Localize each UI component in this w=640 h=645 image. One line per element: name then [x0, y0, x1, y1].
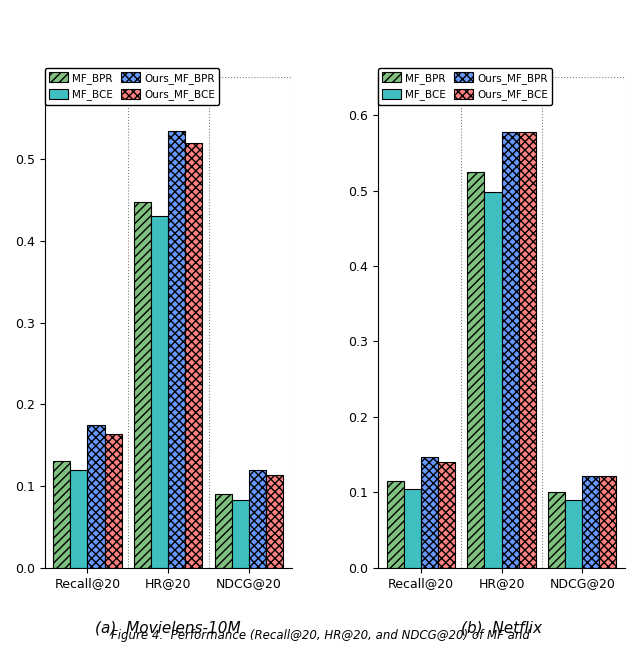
Title: (b)  Netflix: (b) Netflix	[461, 620, 542, 636]
Bar	[404, 489, 421, 568]
Bar	[266, 475, 283, 568]
Legend: MF_BPR, MF_BCE, Ours_MF_BPR, Ours_MF_BCE: MF_BPR, MF_BCE, Ours_MF_BPR, Ours_MF_BCE	[45, 68, 219, 104]
Title: (a)  Movielens-10M: (a) Movielens-10M	[95, 620, 241, 636]
Legend: MF_BPR, MF_BCE, Ours_MF_BPR, Ours_MF_BCE: MF_BPR, MF_BCE, Ours_MF_BPR, Ours_MF_BCE	[378, 68, 552, 104]
Bar	[88, 424, 104, 568]
Bar	[548, 492, 565, 568]
Bar	[104, 435, 122, 568]
Bar	[421, 457, 438, 568]
Bar	[232, 500, 249, 568]
Bar	[565, 500, 582, 568]
Text: Figure 4.  Performance (Recall@20, HR@20, and NDCG@20) of MF and: Figure 4. Performance (Recall@20, HR@20,…	[111, 628, 529, 642]
Bar	[215, 494, 232, 568]
Bar	[502, 132, 518, 568]
Bar	[70, 470, 88, 568]
Bar	[168, 130, 186, 568]
Bar	[387, 481, 404, 568]
Bar	[53, 461, 70, 568]
Bar	[599, 475, 616, 568]
Bar	[518, 132, 536, 568]
Bar	[582, 475, 599, 568]
Bar	[467, 172, 484, 568]
Bar	[484, 192, 502, 568]
Bar	[249, 470, 266, 568]
Bar	[151, 216, 168, 568]
Bar	[438, 462, 455, 568]
Bar	[134, 203, 151, 568]
Bar	[186, 143, 202, 568]
